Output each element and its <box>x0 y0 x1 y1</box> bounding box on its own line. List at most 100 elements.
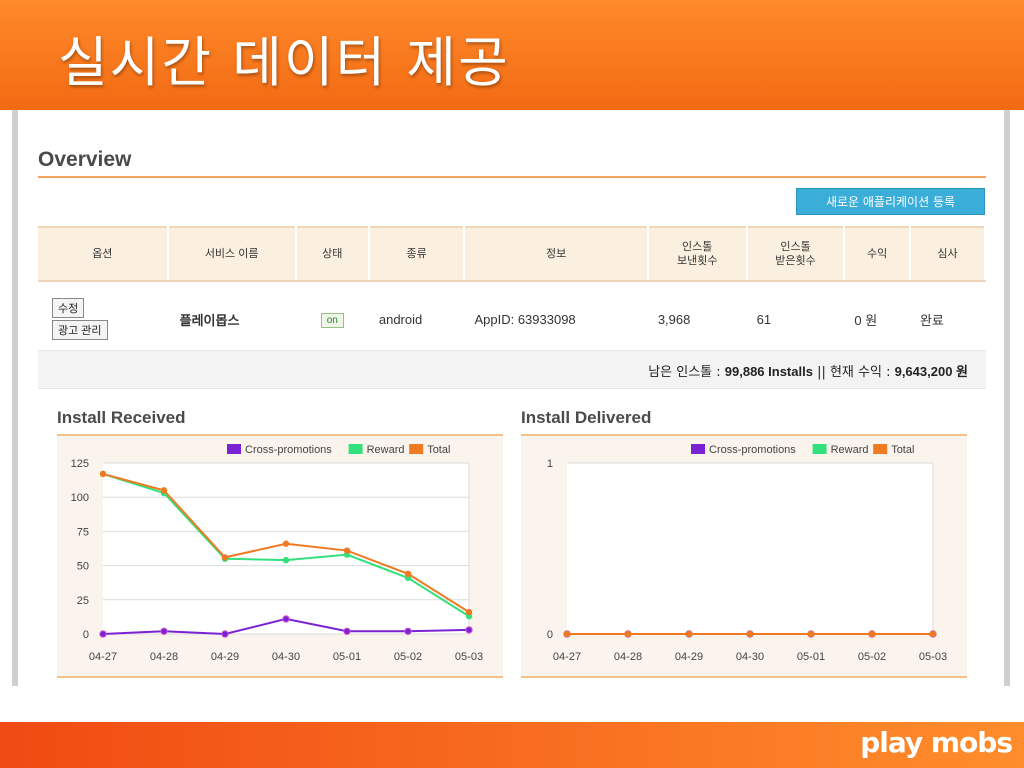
col-header-options: 옵션 <box>38 226 169 282</box>
data-point <box>160 487 168 494</box>
y-tick-label: 25 <box>77 595 89 607</box>
legend-label: Total <box>891 444 914 456</box>
legend-swatch <box>409 444 424 454</box>
data-point <box>221 630 229 638</box>
info-cell: AppID: 63933098 <box>474 311 576 327</box>
data-point <box>746 630 754 638</box>
overview-heading: Overview <box>38 148 132 171</box>
current-revenue-label: 현재 수익 : <box>829 365 895 380</box>
status-cell: on <box>296 281 369 356</box>
x-tick-label: 04-28 <box>150 651 178 663</box>
chart-divider <box>521 434 967 436</box>
y-tick-label: 0 <box>83 629 89 641</box>
x-tick-label: 05-02 <box>394 651 422 663</box>
installs-received-cell: 61 <box>756 311 772 327</box>
summary-bar: 남은 인스톨 : 99,886 Installs || 현재 수익 : 9,64… <box>38 350 986 389</box>
data-point <box>465 626 473 634</box>
col-header-type: 종류 <box>368 226 466 282</box>
x-tick-label: 04-30 <box>736 651 764 663</box>
data-point <box>929 630 937 638</box>
table-header-row: 옵션 서비스 이름 상태 종류 정보 인스톨 보낸횟수 인스톨 받은횟수 수익 … <box>38 226 987 282</box>
col-header-info: 정보 <box>464 226 649 282</box>
footer-banner: play mobs <box>0 722 1024 768</box>
install-received-chart: 0 25 50 75 100 125 04-27 04-28 04-29 04-30 05-01 05… <box>71 444 483 663</box>
data-point <box>868 630 876 638</box>
legend-label: Total <box>427 444 450 456</box>
data-point <box>807 630 815 638</box>
col-header-revenue: 수익 <box>844 226 911 282</box>
edit-button[interactable]: 수정 <box>52 298 85 318</box>
data-point <box>99 630 107 638</box>
service-name[interactable]: 플레이몹스 <box>179 312 240 328</box>
chart-panel-install-delivered: 0 1 04-27 04-28 04-29 04-30 05-01 05-02 05-03 Cro… <box>521 436 967 678</box>
data-point <box>343 547 351 554</box>
legend-swatch <box>348 444 363 454</box>
overview-divider <box>38 176 986 178</box>
x-tick-label: 05-01 <box>333 651 361 663</box>
status-badge: on <box>320 312 344 328</box>
data-point <box>99 470 107 478</box>
review-cell: 완료 <box>919 312 944 328</box>
x-tick-label: 04-28 <box>614 651 642 663</box>
x-tick-label: 04-29 <box>675 651 703 663</box>
table-row: 수정 광고 관리 플레이몹스 on android AppID: 6393309… <box>38 281 985 356</box>
slide-title: 실시간 데이터 제공 <box>58 31 510 94</box>
data-point <box>343 627 351 635</box>
summary-separator: || <box>812 365 830 380</box>
data-point <box>282 540 290 547</box>
col-header-status: 상태 <box>295 226 370 282</box>
y-tick-label: 100 <box>71 492 89 504</box>
playmobs-logo: play mobs <box>860 726 1013 759</box>
data-point <box>282 615 290 623</box>
data-point <box>404 627 412 635</box>
x-tick-label: 04-27 <box>553 651 581 663</box>
current-revenue-value: 9,643,200 원 <box>894 364 968 379</box>
data-point <box>685 630 693 638</box>
x-tick-label: 04-30 <box>272 651 300 663</box>
data-point <box>624 630 632 638</box>
x-tick-label: 05-01 <box>797 651 825 663</box>
chart-title-install-received: Install Received <box>57 408 186 427</box>
revenue-cell: 0 원 <box>854 312 878 328</box>
y-tick-label: 75 <box>77 526 89 538</box>
data-point <box>160 627 168 635</box>
x-tick-label: 05-03 <box>455 651 483 663</box>
summary-text: 남은 인스톨 : 99,886 Installs || 현재 수익 : 9,64… <box>648 361 968 380</box>
legend-swatch <box>691 444 705 454</box>
chart-divider <box>57 434 503 436</box>
legend-label: Reward <box>831 444 869 456</box>
options-cell: 수정 광고 관리 <box>38 281 168 356</box>
col-header-review: 심사 <box>909 226 987 282</box>
x-tick-label: 05-02 <box>858 651 886 663</box>
y-tick-label: 1 <box>547 458 553 470</box>
ad-manage-button[interactable]: 광고 관리 <box>52 320 108 340</box>
title-banner: 실시간 데이터 제공 <box>0 0 1024 110</box>
app-table: 옵션 서비스 이름 상태 종류 정보 인스톨 보낸횟수 인스톨 받은횟수 수익 … <box>38 226 987 356</box>
remaining-installs-label: 남은 인스톨 : <box>648 365 725 380</box>
chart-panel-install-received: 0 25 50 75 100 125 04-27 04-28 04-29 04-30 05-01 05… <box>57 436 503 678</box>
y-tick-label: 50 <box>77 561 89 573</box>
col-header-installs-sent: 인스톨 보낸횟수 <box>647 226 748 282</box>
data-point <box>465 608 473 616</box>
installs-sent-cell: 3,968 <box>657 311 691 327</box>
install-delivered-chart: 0 1 04-27 04-28 04-29 04-30 05-01 05-02 05-03 Cro… <box>547 444 947 663</box>
col-header-installs-received: 인스톨 받은횟수 <box>746 226 846 282</box>
chart-title-install-delivered: Install Delivered <box>521 408 652 427</box>
legend-swatch <box>812 444 827 454</box>
type-cell: android <box>378 311 423 327</box>
y-tick-label: 125 <box>71 458 89 470</box>
legend-swatch <box>227 444 241 454</box>
data-point <box>404 570 412 578</box>
legend-label: Cross-promotions <box>245 444 332 456</box>
legend-swatch <box>873 444 888 454</box>
legend-label: Cross-promotions <box>709 444 796 456</box>
data-point <box>282 556 290 564</box>
x-tick-label: 05-03 <box>919 651 947 663</box>
data-point <box>563 630 571 638</box>
data-point <box>221 554 229 561</box>
col-header-service-name: 서비스 이름 <box>167 226 297 282</box>
plot-area <box>567 463 933 634</box>
legend-label: Reward <box>367 444 405 456</box>
x-tick-label: 04-27 <box>89 651 117 663</box>
register-app-button[interactable]: 새로운 애플리케이션 등록 <box>796 188 985 215</box>
